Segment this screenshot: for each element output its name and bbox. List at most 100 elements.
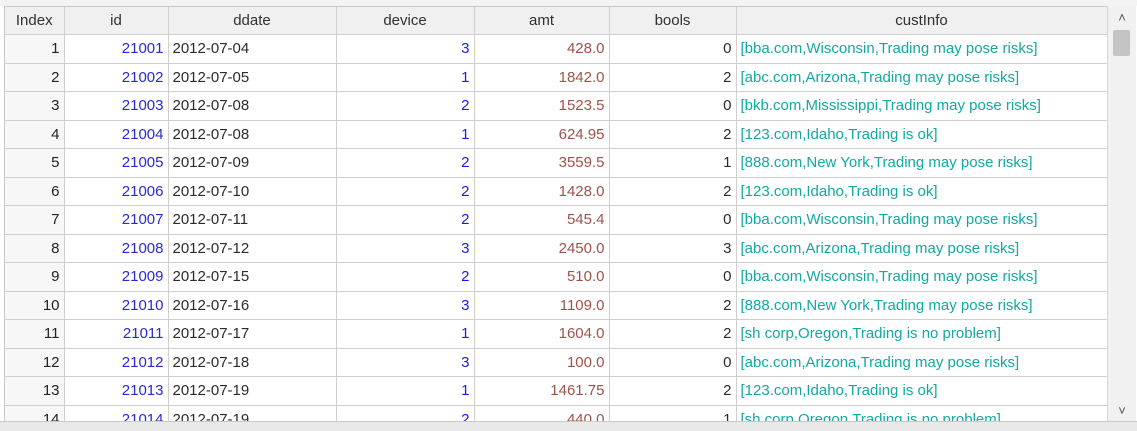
chevron-up-icon[interactable]: ˄ [1118,9,1126,25]
scroll-thumb[interactable] [1113,30,1130,56]
table-row[interactable]: 5 21005 2012-07-09 2 3559.5 1 [888.com,New Yor… [5,148,1107,178]
cell-amt[interactable]: 1604.0 [474,319,610,349]
cell-device[interactable]: 3 [336,34,475,64]
cell-custinfo[interactable]: [bba.com,Wisconsin,Trading may pose risk… [736,34,1107,64]
cell-bools[interactable]: 0 [609,91,737,121]
data-grid[interactable]: Index id ddate device amt bools custInfo… [4,6,1107,422]
vertical-scrollbar[interactable]: ˄ ˅ [1107,6,1136,421]
column-header-device[interactable]: device [336,7,475,35]
cell-id[interactable]: 21007 [64,205,169,235]
cell-ddate[interactable]: 2012-07-18 [168,348,337,377]
table-row[interactable]: 6 21006 2012-07-10 2 1428.0 2 [123.com,Idaho,T… [5,177,1107,206]
cell-index[interactable]: 7 [5,205,65,235]
cell-bools[interactable]: 0 [609,205,737,235]
cell-index[interactable]: 2 [5,63,65,92]
cell-amt[interactable]: 428.0 [474,34,610,64]
cell-bools[interactable]: 2 [609,291,737,320]
cell-custinfo[interactable]: [abc.com,Arizona,Trading may pose risks] [736,63,1107,92]
cell-id[interactable]: 21006 [64,177,169,206]
cell-id[interactable]: 21014 [64,405,169,422]
cell-device[interactable]: 1 [336,120,475,149]
table-row[interactable]: 14 21014 2012-07-19 2 440.0 1 [sh corp,Oregon,… [5,405,1107,422]
cell-device[interactable]: 3 [336,234,475,263]
cell-ddate[interactable]: 2012-07-05 [168,63,337,92]
table-row[interactable]: 3 21003 2012-07-08 2 1523.5 0 [bkb.com,Mississ… [5,91,1107,121]
cell-amt[interactable]: 1109.0 [474,291,610,320]
cell-device[interactable]: 2 [336,205,475,235]
cell-index[interactable]: 10 [5,291,65,320]
cell-custinfo[interactable]: [123.com,Idaho,Trading is ok] [736,376,1107,406]
cell-amt[interactable]: 1523.5 [474,91,610,121]
cell-custinfo[interactable]: [bkb.com,Mississippi,Trading may pose ri… [736,91,1107,121]
cell-ddate[interactable]: 2012-07-04 [168,34,337,64]
cell-amt[interactable]: 510.0 [474,262,610,292]
cell-index[interactable]: 3 [5,91,65,121]
cell-index[interactable]: 14 [5,405,65,422]
cell-ddate[interactable]: 2012-07-17 [168,319,337,349]
cell-bools[interactable]: 2 [609,319,737,349]
cell-amt[interactable]: 1842.0 [474,63,610,92]
cell-bools[interactable]: 2 [609,120,737,149]
table-row[interactable]: 2 21002 2012-07-05 1 1842.0 2 [abc.com,Arizona… [5,63,1107,92]
cell-amt[interactable]: 440.0 [474,405,610,422]
cell-ddate[interactable]: 2012-07-11 [168,205,337,235]
cell-id[interactable]: 21009 [64,262,169,292]
table-row[interactable]: 11 21011 2012-07-17 1 1604.0 2 [sh corp,Oregon… [5,319,1107,349]
cell-ddate[interactable]: 2012-07-10 [168,177,337,206]
cell-ddate[interactable]: 2012-07-16 [168,291,337,320]
cell-bools[interactable]: 1 [609,405,737,422]
column-header-bools[interactable]: bools [609,7,737,35]
cell-custinfo[interactable]: [abc.com,Arizona,Trading may pose risks] [736,348,1107,377]
cell-ddate[interactable]: 2012-07-19 [168,405,337,422]
column-header-custinfo[interactable]: custInfo [736,7,1107,35]
cell-amt[interactable]: 2450.0 [474,234,610,263]
cell-amt[interactable]: 1428.0 [474,177,610,206]
cell-ddate[interactable]: 2012-07-12 [168,234,337,263]
cell-id[interactable]: 21011 [64,319,169,349]
cell-ddate[interactable]: 2012-07-19 [168,376,337,406]
cell-device[interactable]: 2 [336,91,475,121]
cell-index[interactable]: 6 [5,177,65,206]
column-header-id[interactable]: id [64,7,169,35]
cell-id[interactable]: 21002 [64,63,169,92]
cell-device[interactable]: 3 [336,348,475,377]
cell-bools[interactable]: 0 [609,262,737,292]
cell-index[interactable]: 1 [5,34,65,64]
table-row[interactable]: 13 21013 2012-07-19 1 1461.75 2 [123.com,Idaho… [5,376,1107,406]
cell-bools[interactable]: 2 [609,177,737,206]
cell-device[interactable]: 1 [336,319,475,349]
table-row[interactable]: 1 21001 2012-07-04 3 428.0 0 [bba.com,Wisconsi… [5,34,1107,64]
cell-index[interactable]: 12 [5,348,65,377]
scroll-track[interactable] [1108,28,1136,399]
cell-amt[interactable]: 100.0 [474,348,610,377]
cell-id[interactable]: 21005 [64,148,169,178]
cell-device[interactable]: 3 [336,291,475,320]
cell-amt[interactable]: 624.95 [474,120,610,149]
cell-bools[interactable]: 0 [609,348,737,377]
cell-id[interactable]: 21004 [64,120,169,149]
cell-ddate[interactable]: 2012-07-08 [168,120,337,149]
table-row[interactable]: 4 21004 2012-07-08 1 624.95 2 [123.com,Idaho,T… [5,120,1107,149]
cell-id[interactable]: 21012 [64,348,169,377]
column-header-index[interactable]: Index [5,7,65,35]
cell-device[interactable]: 2 [336,177,475,206]
cell-custinfo[interactable]: [888.com,New York,Trading may pose risks… [736,148,1107,178]
cell-index[interactable]: 4 [5,120,65,149]
chevron-down-icon[interactable]: ˅ [1118,402,1126,418]
table-row[interactable]: 10 21010 2012-07-16 3 1109.0 2 [888.com,New Yo… [5,291,1107,320]
cell-id[interactable]: 21013 [64,376,169,406]
table-row[interactable]: 8 21008 2012-07-12 3 2450.0 3 [abc.com,Arizona… [5,234,1107,263]
cell-amt[interactable]: 3559.5 [474,148,610,178]
cell-index[interactable]: 9 [5,262,65,292]
cell-device[interactable]: 1 [336,63,475,92]
table-row[interactable]: 7 21007 2012-07-11 2 545.4 0 [bba.com,Wisconsi… [5,205,1107,235]
cell-ddate[interactable]: 2012-07-08 [168,91,337,121]
table-row[interactable]: 12 21012 2012-07-18 3 100.0 0 [abc.com,Arizona… [5,348,1107,377]
cell-custinfo[interactable]: [123.com,Idaho,Trading is ok] [736,177,1107,206]
cell-ddate[interactable]: 2012-07-15 [168,262,337,292]
cell-bools[interactable]: 2 [609,63,737,92]
cell-bools[interactable]: 3 [609,234,737,263]
cell-custinfo[interactable]: [sh corp,Oregon,Trading is no problem] [736,405,1107,422]
cell-id[interactable]: 21008 [64,234,169,263]
cell-custinfo[interactable]: [bba.com,Wisconsin,Trading may pose risk… [736,262,1107,292]
